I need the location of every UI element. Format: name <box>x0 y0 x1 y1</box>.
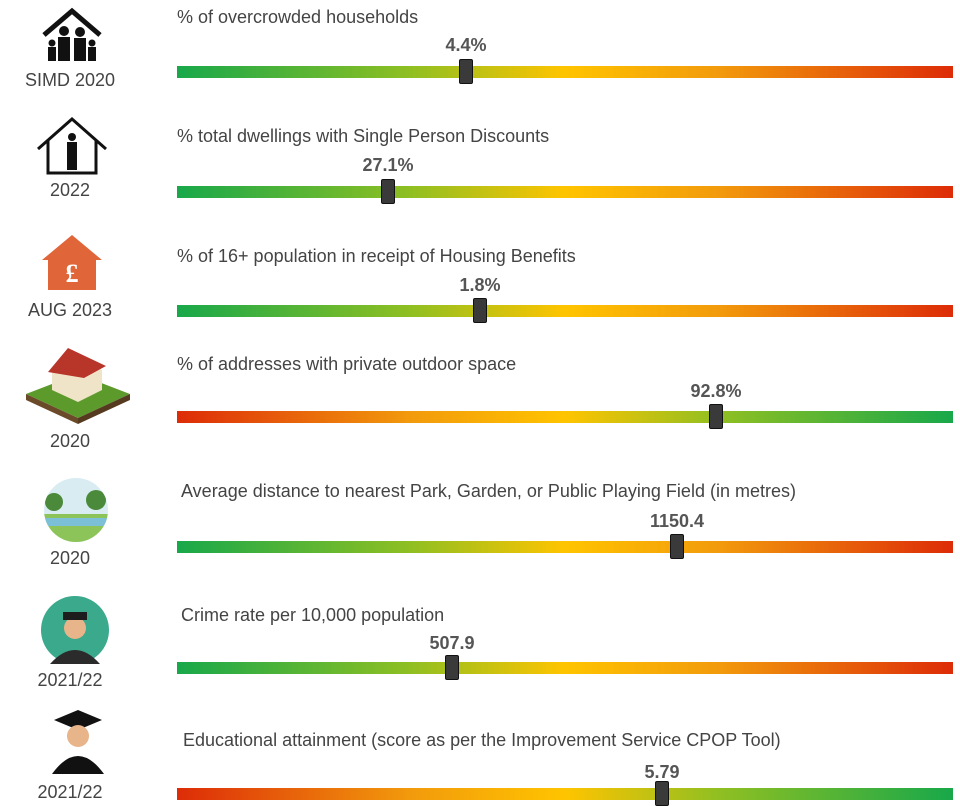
house-garden-icon <box>26 348 130 424</box>
year-label: 2020 <box>49 431 91 451</box>
value-marker <box>445 655 459 680</box>
year-label: 2021/22 <box>37 670 103 690</box>
gradient-bar <box>177 411 953 423</box>
value-label: 5.79 <box>644 762 680 782</box>
value-marker <box>459 59 473 84</box>
value-label: 507.9 <box>429 633 475 653</box>
graduate-icon <box>52 710 104 774</box>
gradient-bar <box>177 305 953 317</box>
gradient-bar <box>177 662 953 674</box>
year-label: AUG 2023 <box>27 300 113 320</box>
indicator-title: Average distance to nearest Park, Garden… <box>181 481 796 501</box>
value-marker <box>670 534 684 559</box>
indicator-title: Educational attainment (score as per the… <box>183 730 781 750</box>
park-icon <box>44 478 108 542</box>
housing-benefit-icon: £ <box>42 235 102 290</box>
value-label: 27.1% <box>362 155 414 175</box>
year-label: SIMD 2020 <box>24 70 116 90</box>
value-marker <box>381 179 395 204</box>
year-label: 2022 <box>49 180 91 200</box>
value-marker <box>709 404 723 429</box>
police-icon <box>41 596 109 664</box>
value-label: 1150.4 <box>649 511 705 531</box>
value-label: 92.8% <box>690 381 742 401</box>
family-icon <box>42 7 102 61</box>
value-marker <box>655 781 669 806</box>
indicator-title: % of addresses with private outdoor spac… <box>177 354 517 374</box>
house-person-icon <box>37 116 107 175</box>
year-label: 2020 <box>49 548 91 568</box>
value-marker <box>473 298 487 323</box>
year-label: 2021/22 <box>37 782 103 802</box>
indicator-title: % of 16+ population in receipt of Housin… <box>177 246 576 266</box>
indicator-title: Crime rate per 10,000 population <box>181 605 445 625</box>
indicator-title: % total dwellings with Single Person Dis… <box>177 126 550 146</box>
indicator-title: % of overcrowded households <box>177 7 419 27</box>
value-label: 4.4% <box>445 35 487 55</box>
value-label: 1.8% <box>459 275 501 295</box>
svg-text:£: £ <box>66 259 79 288</box>
gradient-bar <box>177 541 953 553</box>
gradient-bar <box>177 788 953 800</box>
gradient-bar <box>177 66 953 78</box>
gradient-bar <box>177 186 953 198</box>
